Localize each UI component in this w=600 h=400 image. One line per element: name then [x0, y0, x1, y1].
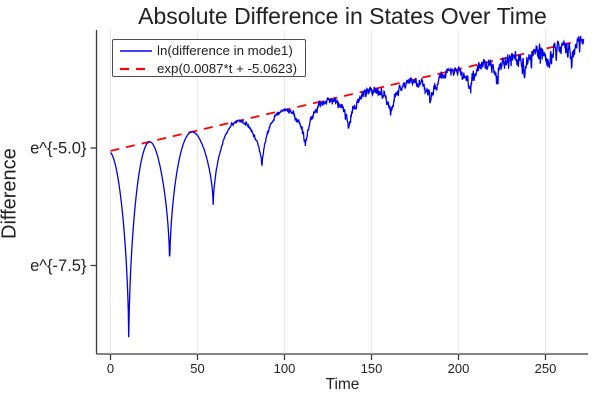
svg-text:200: 200: [448, 361, 470, 376]
svg-text:e^{-5.0}: e^{-5.0}: [30, 140, 87, 158]
svg-text:100: 100: [274, 361, 296, 376]
svg-text:0: 0: [107, 361, 114, 376]
svg-text:250: 250: [535, 361, 557, 376]
svg-text:150: 150: [361, 361, 383, 376]
svg-text:50: 50: [190, 361, 204, 376]
svg-text:e^{-7.5}: e^{-7.5}: [30, 257, 87, 275]
